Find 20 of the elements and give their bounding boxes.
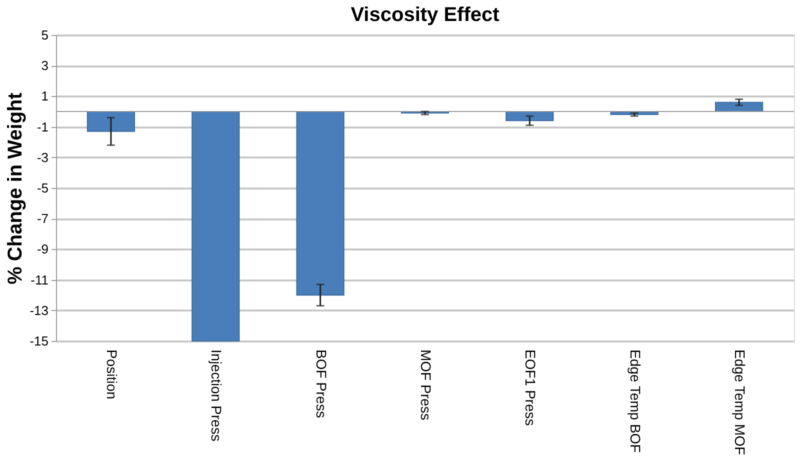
chart-title: Viscosity Effect bbox=[350, 4, 500, 26]
x-tick-label: Edge Temp BOF bbox=[627, 350, 644, 453]
x-tick-label: Injection Press bbox=[208, 350, 225, 442]
x-tick-label: Edge Temp MOF bbox=[732, 350, 748, 456]
y-tick-label: -5 bbox=[36, 180, 48, 196]
x-tick-label: MOF Press bbox=[418, 350, 434, 420]
x-tick-label: BOF Press bbox=[313, 350, 330, 418]
y-tick-label: -13 bbox=[30, 302, 48, 318]
y-tick-label: 5 bbox=[41, 28, 48, 42]
y-tick-label: -7 bbox=[36, 211, 48, 226]
y-tick-label: -15 bbox=[30, 334, 48, 348]
x-tick-label: Position bbox=[104, 350, 120, 400]
y-tick-label: -1 bbox=[36, 119, 48, 134]
y-axis-title: % Change in Weight bbox=[4, 92, 27, 284]
y-tick-label: -3 bbox=[36, 150, 48, 165]
x-tick-label: EOF1 Press bbox=[522, 350, 539, 426]
y-tick-label: 3 bbox=[41, 58, 48, 74]
y-tick-label: 1 bbox=[41, 88, 48, 104]
y-tick-label: -11 bbox=[30, 272, 48, 288]
y-tick-label: -9 bbox=[36, 242, 48, 257]
